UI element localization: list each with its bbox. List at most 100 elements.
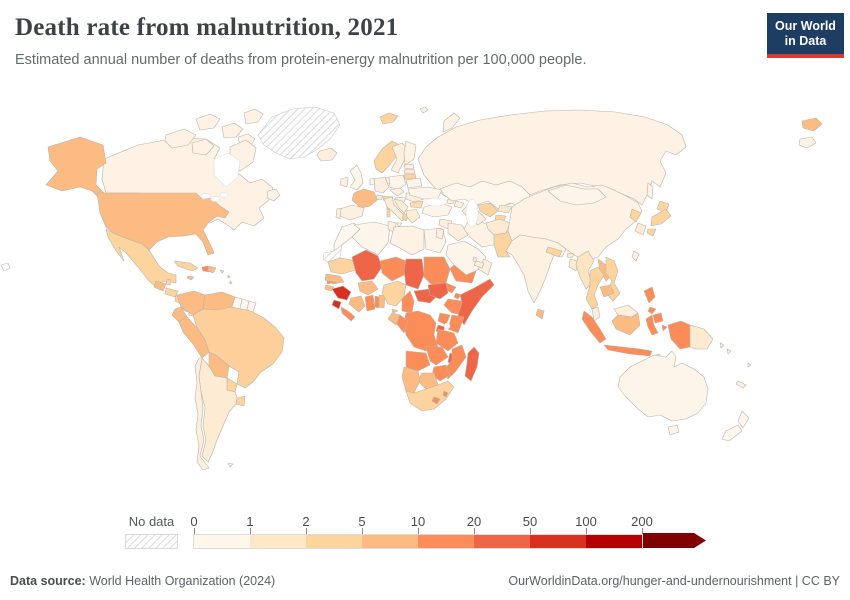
country-estonia[interactable]: [403, 163, 415, 170]
country-java[interactable]: [603, 344, 653, 357]
legend-segment-50[interactable]: [530, 535, 586, 548]
country-tanzania[interactable]: [435, 328, 459, 352]
country-ghana[interactable]: [364, 294, 376, 312]
footer-link[interactable]: OurWorldinData.org/hunger-and-undernouri…: [508, 574, 840, 588]
country-sumatra[interactable]: [581, 310, 607, 344]
country-lesotho[interactable]: [431, 396, 441, 405]
country-argentina[interactable]: [198, 357, 238, 463]
country-bhutan[interactable]: [566, 252, 575, 259]
country-yemen[interactable]: [449, 264, 477, 284]
country-chile[interactable]: [194, 357, 210, 471]
country-portugal[interactable]: [335, 207, 342, 220]
country-falkland-islands[interactable]: [227, 462, 234, 468]
country-lithuania[interactable]: [403, 173, 417, 180]
country-fiji[interactable]: [747, 362, 752, 368]
country-drc[interactable]: [403, 310, 439, 352]
country-france[interactable]: [351, 188, 378, 209]
country-togo[interactable]: [374, 295, 380, 309]
country-victoria-island[interactable]: [191, 138, 215, 156]
country-eswatini[interactable]: [442, 390, 449, 398]
country-ireland[interactable]: [339, 176, 349, 188]
legend-segment-5[interactable]: [362, 535, 418, 548]
country-sierra-leone[interactable]: [331, 299, 342, 310]
country-cambodia[interactable]: [599, 284, 615, 298]
country-sulawesi[interactable]: [645, 314, 659, 336]
country-papua-indonesia[interactable]: [667, 320, 691, 350]
country-mauritania[interactable]: [327, 257, 357, 275]
legend-segment-20[interactable]: [474, 535, 530, 548]
country-papua-new-guinea[interactable]: [689, 324, 714, 350]
country-qatar[interactable]: [472, 256, 478, 263]
country-india[interactable]: [505, 234, 567, 304]
country-canadian-arctic-2[interactable]: [195, 113, 221, 131]
country-philippines-luzon[interactable]: [643, 286, 656, 304]
country-lesser-antilles-2[interactable]: [229, 280, 233, 285]
country-greenland[interactable]: [257, 106, 341, 160]
country-burkina-faso[interactable]: [357, 280, 379, 296]
country-somalia[interactable]: [457, 278, 495, 326]
legend-segment-0[interactable]: [194, 535, 250, 548]
country-uae[interactable]: [473, 260, 485, 269]
country-jordan-israel[interactable]: [435, 227, 445, 240]
country-bering-strait-usa[interactable]: [801, 117, 823, 132]
legend-segment-2[interactable]: [306, 535, 362, 548]
country-angola[interactable]: [405, 350, 431, 372]
country-kalimantan[interactable]: [611, 312, 641, 336]
country-canadian-arctic-4[interactable]: [243, 108, 264, 125]
country-latvia[interactable]: [403, 168, 416, 175]
country-solomon-1[interactable]: [719, 342, 725, 349]
legend-no-data[interactable]: No data: [125, 514, 178, 549]
country-taiwan[interactable]: [631, 250, 640, 262]
country-poland[interactable]: [388, 174, 407, 191]
country-nepal[interactable]: [545, 246, 563, 258]
country-south-sudan[interactable]: [427, 282, 449, 300]
country-uruguay[interactable]: [235, 395, 246, 407]
country-morocco[interactable]: [333, 222, 361, 252]
country-thailand[interactable]: [585, 266, 605, 310]
country-japan-kyushu[interactable]: [646, 228, 657, 237]
country-novaya-zemlya[interactable]: [442, 112, 461, 133]
country-belize[interactable]: [165, 278, 172, 286]
country-equatorial-guinea[interactable]: [391, 308, 399, 314]
country-gabon[interactable]: [387, 312, 401, 326]
country-liberia[interactable]: [340, 306, 356, 322]
country-belarus[interactable]: [405, 177, 423, 189]
country-canadian-arctic-3[interactable]: [221, 122, 244, 139]
country-new-zealand-south[interactable]: [721, 424, 743, 442]
country-mozambique[interactable]: [443, 344, 467, 380]
country-north-korea[interactable]: [629, 208, 642, 223]
country-dominican-republic[interactable]: [207, 265, 217, 274]
country-japan-honshu[interactable]: [650, 208, 672, 227]
country-malaysia[interactable]: [591, 306, 601, 322]
country-niger[interactable]: [379, 256, 407, 282]
country-tasmania[interactable]: [667, 424, 680, 436]
country-wrangel-island[interactable]: [798, 136, 817, 149]
country-maluku[interactable]: [661, 324, 668, 332]
country-benin[interactable]: [378, 294, 386, 309]
country-cuba[interactable]: [173, 260, 199, 272]
country-madagascar[interactable]: [464, 346, 480, 382]
legend-segment-1[interactable]: [250, 535, 306, 548]
country-djibouti[interactable]: [453, 292, 462, 300]
owid-logo[interactable]: Our World in Data: [767, 13, 844, 58]
country-czechia[interactable]: [389, 187, 405, 197]
country-gambia[interactable]: [326, 280, 338, 285]
country-guinea-bissau[interactable]: [324, 284, 335, 292]
legend-segment-10[interactable]: [418, 535, 474, 548]
country-honduras[interactable]: [164, 287, 179, 298]
country-ivory-coast[interactable]: [348, 295, 366, 313]
country-germany[interactable]: [373, 176, 390, 194]
country-puerto-rico[interactable]: [219, 269, 225, 274]
country-cameroon[interactable]: [401, 290, 415, 314]
legend-scale[interactable]: 0 1 2 5 10 20 50 100 200: [190, 514, 713, 550]
country-balkans[interactable]: [393, 198, 409, 214]
country-franz-josef[interactable]: [419, 106, 429, 114]
country-bangladesh[interactable]: [568, 258, 579, 272]
country-libya[interactable]: [389, 225, 425, 256]
country-sicily[interactable]: [395, 222, 403, 228]
country-sudan[interactable]: [423, 256, 451, 288]
country-iceland[interactable]: [316, 147, 338, 162]
country-sri-lanka[interactable]: [535, 308, 545, 320]
legend-segment-100[interactable]: [586, 535, 642, 548]
country-sweden[interactable]: [390, 142, 409, 174]
